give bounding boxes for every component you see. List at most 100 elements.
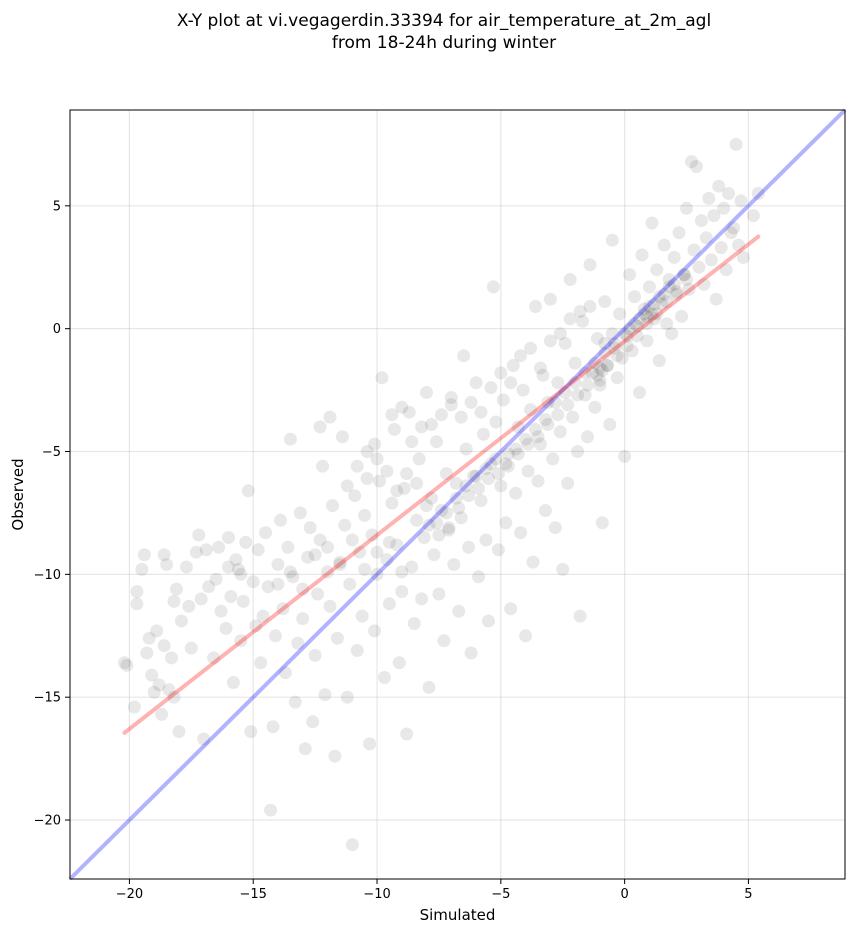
data-point [737, 250, 750, 264]
data-point [751, 187, 765, 200]
data-point [571, 388, 585, 402]
y-tick-label: −10 [34, 568, 61, 583]
data-point [157, 548, 171, 562]
chart-title: X-Y plot at vi.vegagerdin.33394 for air_… [177, 11, 711, 31]
data-point [430, 435, 443, 449]
data-point [732, 238, 745, 252]
data-point [434, 408, 448, 422]
data-point [692, 260, 706, 274]
data-point [581, 378, 594, 392]
data-point [531, 430, 545, 444]
data-point [348, 489, 362, 503]
chart-subtitle: from 18-24h during winter [332, 33, 556, 53]
data-point [308, 548, 322, 562]
data-point [655, 297, 669, 311]
data-point [514, 526, 528, 540]
data-point [605, 327, 619, 341]
scatter-points [118, 137, 765, 852]
data-point [538, 413, 552, 427]
data-point [519, 629, 533, 643]
data-point [494, 479, 508, 493]
y-tick-label: 0 [53, 322, 61, 337]
data-point [514, 349, 528, 363]
data-point [551, 376, 565, 390]
data-point [670, 287, 684, 301]
data-point [274, 513, 287, 527]
data-point [598, 336, 612, 350]
data-point [714, 241, 728, 255]
data-point [504, 376, 518, 390]
data-point [506, 359, 520, 372]
data-point [595, 516, 609, 530]
data-point [308, 648, 322, 662]
data-point [657, 287, 671, 301]
data-point [212, 540, 226, 554]
data-point [489, 415, 503, 429]
data-point [278, 666, 292, 680]
data-point [298, 742, 312, 756]
data-point [662, 280, 676, 294]
data-point [630, 329, 644, 343]
data-point [340, 690, 354, 704]
data-point [486, 280, 500, 294]
data-point [605, 233, 619, 247]
data-point [556, 562, 570, 576]
data-point [251, 543, 265, 557]
data-point [541, 418, 555, 431]
data-point [650, 263, 664, 277]
data-point [387, 422, 401, 436]
data-point [395, 585, 409, 598]
data-point [311, 587, 325, 601]
data-point [608, 341, 622, 355]
fit-line [122, 234, 761, 735]
data-point [581, 430, 594, 444]
data-point [283, 432, 297, 446]
data-point [271, 577, 285, 591]
data-point [405, 560, 419, 574]
data-point [266, 720, 280, 734]
data-point [405, 435, 419, 449]
data-point [343, 577, 357, 591]
data-point [207, 651, 221, 665]
data-point [323, 599, 337, 613]
data-point [385, 408, 399, 422]
data-point [452, 501, 466, 515]
data-point [447, 558, 461, 571]
data-point [120, 658, 134, 672]
data-point [628, 317, 641, 331]
data-point [652, 290, 666, 304]
x-tick-label: −10 [363, 887, 390, 902]
data-point [140, 646, 154, 660]
x-tick-label: −5 [491, 887, 510, 902]
data-point [417, 531, 431, 544]
data-point [378, 671, 391, 684]
data-point [358, 562, 372, 576]
data-point [583, 258, 597, 272]
data-point [524, 341, 537, 355]
x-tick-label: −15 [240, 887, 267, 902]
data-point [444, 391, 458, 404]
data-point [321, 540, 334, 554]
data-point [709, 292, 723, 306]
data-point [484, 457, 498, 471]
data-point [667, 250, 681, 264]
data-point [224, 590, 238, 603]
data-point [246, 575, 260, 589]
data-point [640, 317, 654, 331]
data-point [529, 422, 542, 436]
data-point [541, 395, 555, 409]
data-point [202, 580, 216, 594]
data-point [697, 277, 711, 291]
data-point [199, 543, 213, 557]
x-tick-label: 5 [744, 887, 752, 902]
data-point [573, 305, 587, 318]
x-tick-label: 0 [620, 887, 628, 902]
data-point [323, 410, 337, 424]
data-point [165, 651, 178, 665]
data-point [444, 398, 458, 412]
data-point [685, 155, 698, 169]
data-point [130, 585, 144, 598]
data-point [194, 592, 208, 606]
data-point [189, 545, 203, 559]
